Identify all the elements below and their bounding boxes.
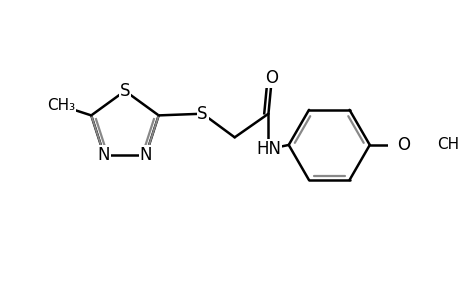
Text: N: N — [139, 146, 152, 164]
Text: N: N — [98, 146, 110, 164]
Text: CH₃: CH₃ — [437, 137, 459, 152]
Text: CH₃: CH₃ — [46, 98, 75, 113]
Text: S: S — [197, 105, 207, 123]
Text: O: O — [265, 69, 278, 87]
Text: S: S — [119, 82, 130, 100]
Text: HN: HN — [255, 140, 280, 158]
Text: O: O — [396, 136, 409, 154]
